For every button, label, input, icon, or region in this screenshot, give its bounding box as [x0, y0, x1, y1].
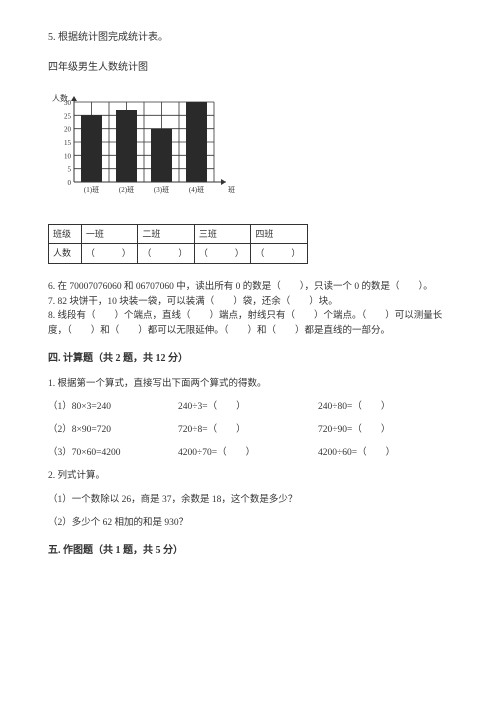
cell: 三班 — [194, 225, 251, 244]
cell: 班级 — [49, 225, 82, 244]
calc-cell: （3）70×60=4200 — [48, 446, 178, 461]
sec4-q2-1: （1）一个数除以 26，商是 37，余数是 18，这个数是多少？ — [48, 493, 452, 508]
section5-head: 五. 作图题（共 1 题，共 5 分） — [48, 543, 452, 559]
svg-text:(3)班: (3)班 — [154, 185, 169, 194]
q5-subtitle: 四年级男生人数统计图 — [48, 60, 452, 76]
cell: （ ） — [138, 244, 195, 263]
svg-text:25: 25 — [64, 112, 72, 120]
calc-cell: （2）8×90=720 — [48, 423, 178, 438]
calc-cell: 4200÷60=（ ） — [318, 446, 448, 461]
calc-cell: 720÷8=（ ） — [178, 423, 318, 438]
svg-text:班: 班 — [228, 185, 235, 194]
calc-row: （2）8×90=720 720÷8=（ ） 720÷90=（ ） — [48, 423, 452, 438]
svg-text:5: 5 — [68, 166, 72, 174]
q8-text: 8. 线段有（ ）个端点，直线（ ）端点，射线只有（ ）个端点。（ ）可以测量长… — [48, 309, 452, 338]
section4-head: 四. 计算题（共 2 题，共 12 分） — [48, 351, 452, 367]
cell: （ ） — [251, 244, 308, 263]
q7-text: 7. 82 块饼干，10 块装一袋，可以装满（ ）袋，还余（ ）块。 — [48, 295, 452, 310]
q6-text: 6. 在 70007076060 和 06707060 中，读出所有 0 的数是… — [48, 280, 452, 295]
calc-cell: 720÷90=（ ） — [318, 423, 448, 438]
calc-cell: 4200÷70=（ ） — [178, 446, 318, 461]
bar-chart: 人数302520151050(1)班(2)班(3)班(4)班班 — [48, 92, 452, 206]
svg-text:(2)班: (2)班 — [119, 185, 134, 194]
table-row: 班级 一班 二班 三班 四班 — [49, 225, 308, 244]
svg-text:0: 0 — [68, 179, 72, 187]
calc-cell: 240÷80=（ ） — [318, 400, 448, 415]
calc-cell: 240÷3=（ ） — [178, 400, 318, 415]
sec4-q2: 2. 列式计算。 — [48, 469, 452, 484]
stat-table: 班级 一班 二班 三班 四班 人数 （ ） （ ） （ ） （ ） — [48, 224, 308, 264]
svg-text:(1)班: (1)班 — [84, 185, 99, 194]
table-row: 人数 （ ） （ ） （ ） （ ） — [49, 244, 308, 263]
cell: （ ） — [194, 244, 251, 263]
cell: 人数 — [49, 244, 82, 263]
calc-row: （1）80×3=240 240÷3=（ ） 240÷80=（ ） — [48, 400, 452, 415]
svg-text:15: 15 — [64, 139, 72, 147]
svg-text:10: 10 — [64, 152, 72, 160]
cell: 一班 — [81, 225, 138, 244]
svg-text:(4)班: (4)班 — [189, 185, 204, 194]
cell: （ ） — [81, 244, 138, 263]
svg-text:30: 30 — [64, 99, 72, 107]
calc-row: （3）70×60=4200 4200÷70=（ ） 4200÷60=（ ） — [48, 446, 452, 461]
q5-title: 5. 根据统计图完成统计表。 — [48, 30, 452, 46]
sec4-q1: 1. 根据第一个算式，直接写出下面两个算式的得数。 — [48, 377, 452, 392]
svg-text:20: 20 — [64, 126, 72, 134]
cell: 四班 — [251, 225, 308, 244]
sec4-q2-2: （2）多少个 62 相加的和是 930？ — [48, 516, 452, 531]
cell: 二班 — [138, 225, 195, 244]
calc-cell: （1）80×3=240 — [48, 400, 178, 415]
